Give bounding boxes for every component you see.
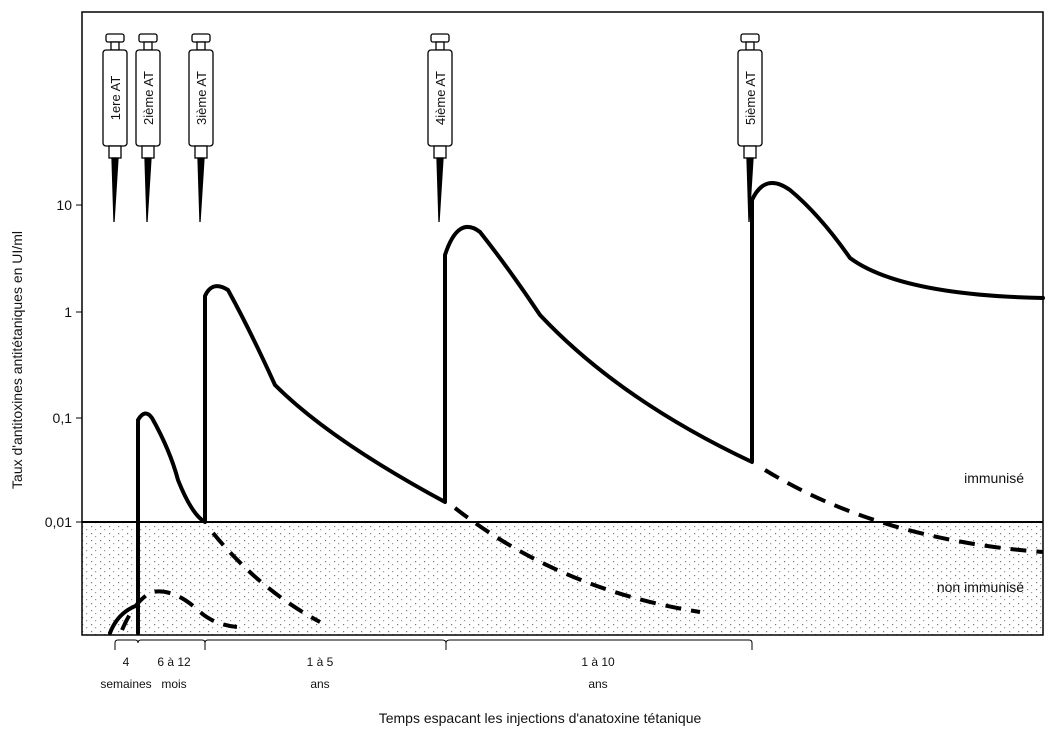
syringe-needle bbox=[111, 157, 119, 223]
y-tick-label: 0,1 bbox=[53, 410, 73, 426]
x-axis-title: Temps espacant les injections d'anatoxin… bbox=[379, 710, 702, 726]
syringe: 3ième AT bbox=[188, 33, 214, 223]
syringe-neck bbox=[143, 41, 153, 51]
interval-amount: 1 à 10 bbox=[581, 655, 615, 669]
y-tick-label: 10 bbox=[56, 197, 72, 213]
decay-curve bbox=[453, 506, 701, 614]
injection-label: 4ième AT bbox=[433, 71, 448, 125]
syringe-tip bbox=[141, 145, 155, 159]
syringe-cap bbox=[138, 33, 158, 43]
syringe-needle bbox=[144, 157, 152, 223]
y-ticks bbox=[76, 204, 82, 523]
syringe-needle bbox=[746, 157, 754, 223]
injection-label: 3ième AT bbox=[194, 71, 209, 125]
syringe: 1ere AT bbox=[102, 33, 128, 223]
interval-unit: semaines bbox=[100, 677, 151, 691]
interval-amount: 4 bbox=[123, 655, 130, 669]
syringe: 5ième AT bbox=[737, 33, 763, 223]
syringe-neck bbox=[196, 41, 206, 51]
y-tick-label: 0,01 bbox=[45, 514, 72, 530]
y-axis-label: Taux d'antitoxines antitétaniques en UI/… bbox=[9, 231, 25, 489]
zone-label: immunisé bbox=[964, 470, 1024, 486]
syringe-cap bbox=[105, 33, 125, 43]
interval-unit: ans bbox=[588, 677, 607, 691]
syringe-neck bbox=[745, 41, 755, 51]
syringes: 1ere AT 2ième AT 3ième AT 4ième AT 5ième AT bbox=[102, 33, 763, 223]
syringe-neck bbox=[110, 41, 120, 51]
interval-brackets bbox=[114, 639, 753, 650]
syringe-cap bbox=[430, 33, 450, 43]
syringe-needle bbox=[197, 157, 205, 223]
y-tick-label: 1 bbox=[64, 304, 72, 320]
injection-label: 2ième AT bbox=[141, 71, 156, 125]
decay-curve bbox=[120, 589, 238, 631]
syringe-tip bbox=[194, 145, 208, 159]
interval-unit: mois bbox=[161, 677, 186, 691]
syringe-tip bbox=[743, 145, 757, 159]
syringe-tip bbox=[433, 145, 447, 159]
interval-amount: 6 à 12 bbox=[157, 655, 191, 669]
plot-frame bbox=[81, 11, 1044, 636]
decay-curve bbox=[763, 468, 1044, 554]
syringe: 2ième AT bbox=[135, 33, 161, 223]
injection-label: 5ième AT bbox=[743, 71, 758, 125]
syringe-needle bbox=[436, 157, 444, 223]
injection-label: 1ere AT bbox=[108, 76, 123, 121]
syringe-neck bbox=[435, 41, 445, 51]
interval-amount: 1 à 5 bbox=[307, 655, 334, 669]
syringe-cap bbox=[191, 33, 211, 43]
zone-label: non immunisé bbox=[937, 579, 1024, 595]
interval-unit: ans bbox=[310, 677, 329, 691]
syringe-tip bbox=[108, 145, 122, 159]
non-immune-zone bbox=[82, 522, 1043, 635]
syringe: 4ième AT bbox=[427, 33, 453, 223]
syringe-cap bbox=[740, 33, 760, 43]
